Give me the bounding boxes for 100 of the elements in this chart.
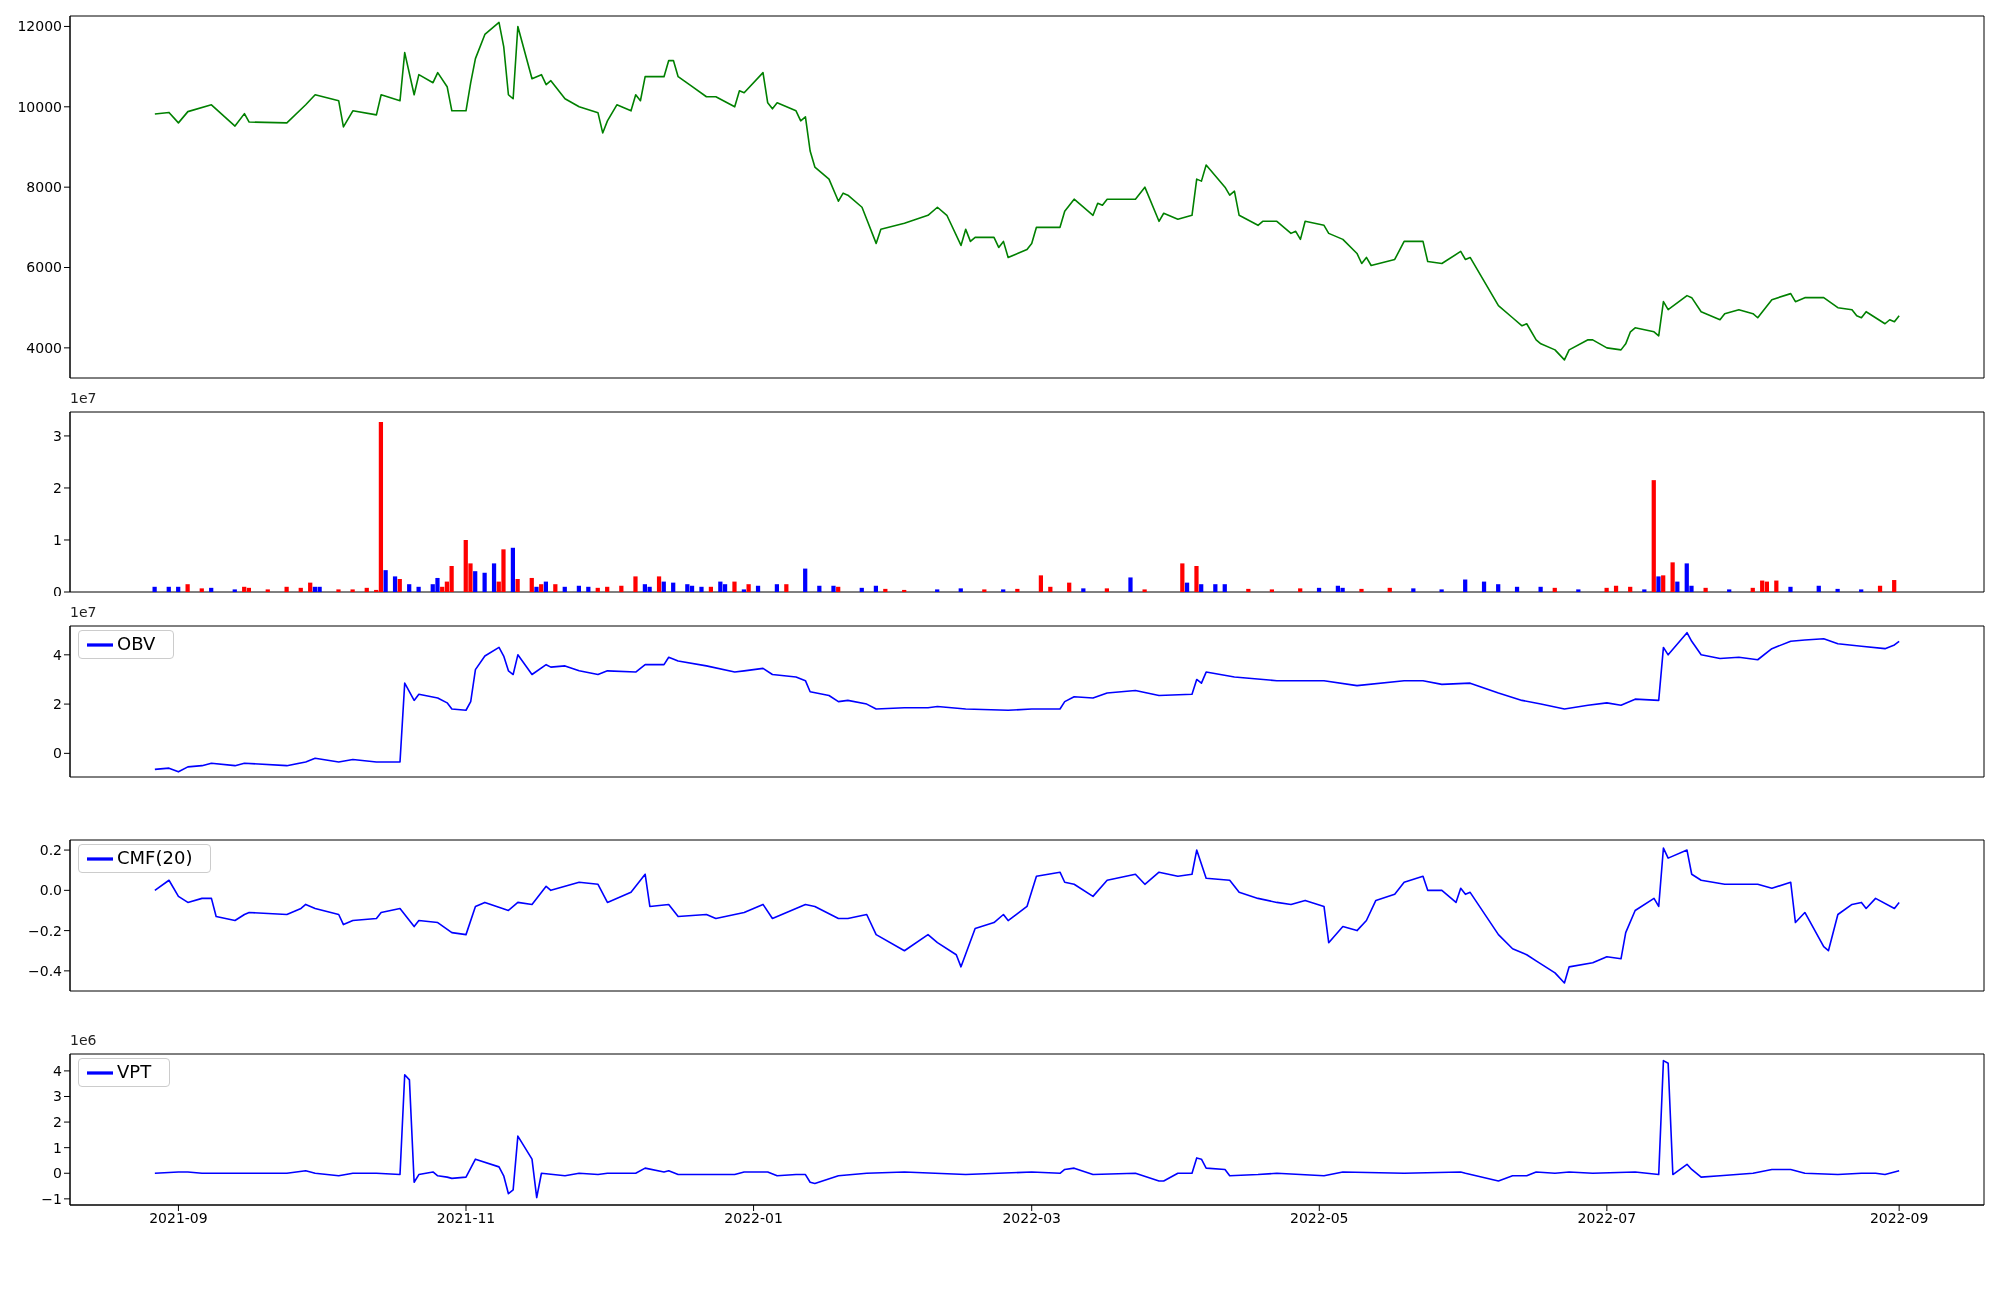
bar xyxy=(656,576,662,592)
bar xyxy=(671,582,676,592)
bar xyxy=(699,586,704,592)
bar xyxy=(1661,575,1666,592)
bar xyxy=(586,586,591,592)
bar xyxy=(1760,580,1765,592)
bar xyxy=(883,588,888,592)
y-tick-label: 8000 xyxy=(26,179,62,196)
bar xyxy=(1246,588,1251,592)
x-tick-label: 2022-07 xyxy=(1577,1209,1637,1226)
x-tick-label: 2022-01 xyxy=(724,1209,783,1226)
bar xyxy=(166,586,171,592)
bar xyxy=(1816,585,1821,592)
bar xyxy=(1128,577,1133,592)
bar xyxy=(685,584,690,592)
x-tick-label: 2022-05 xyxy=(1290,1209,1349,1226)
y-tick-label: 12000 xyxy=(17,18,62,35)
bar xyxy=(605,586,610,592)
y-tick-label: −0.2 xyxy=(28,922,62,939)
y-tick-label: 0 xyxy=(53,1165,62,1182)
bar xyxy=(1439,589,1444,592)
bar xyxy=(708,586,714,592)
bar xyxy=(1628,586,1633,592)
bar xyxy=(1670,562,1675,592)
x-tick-label: 2021-11 xyxy=(436,1209,496,1226)
y-tick-label: 4000 xyxy=(26,339,62,356)
bar xyxy=(1015,588,1020,592)
bar xyxy=(1892,580,1897,592)
y-tick-label: 3 xyxy=(53,1088,62,1105)
bar xyxy=(501,549,506,592)
bar xyxy=(1727,589,1732,592)
y-tick-label: 6000 xyxy=(26,259,62,276)
bar xyxy=(817,585,822,592)
bar xyxy=(336,589,341,592)
x-tick-label: 2022-09 xyxy=(1869,1209,1929,1226)
bar xyxy=(543,581,549,592)
bar xyxy=(1335,585,1341,592)
legend-label: VPT xyxy=(117,1061,152,1082)
bar xyxy=(562,586,567,592)
bar xyxy=(1269,589,1275,592)
bar xyxy=(199,588,204,592)
bar xyxy=(619,585,624,592)
bar xyxy=(774,584,780,592)
bar xyxy=(392,576,398,592)
x-tick-label: 2022-03 xyxy=(1002,1209,1061,1226)
bar xyxy=(176,586,181,592)
x-tick-label: 2021-09 xyxy=(149,1209,208,1226)
bar xyxy=(407,584,412,592)
bar xyxy=(1656,576,1661,592)
bar xyxy=(1222,584,1227,592)
bar xyxy=(378,421,384,592)
bar xyxy=(755,585,761,592)
y-tick-label: 1 xyxy=(53,531,62,548)
bar xyxy=(1481,581,1487,592)
bar xyxy=(1576,589,1581,592)
y-tick-label: 3 xyxy=(53,427,62,444)
text: 1e7 xyxy=(70,390,97,406)
bar xyxy=(510,547,516,592)
bar xyxy=(1184,582,1190,592)
bar xyxy=(633,576,638,592)
bar xyxy=(242,586,247,592)
y-tick-label: 2 xyxy=(53,479,62,496)
y-tick-label: 1 xyxy=(53,1139,62,1156)
y-tick-label: 2 xyxy=(53,696,62,713)
legend-label: CMF(20) xyxy=(117,847,193,868)
legend-label: OBV xyxy=(117,633,156,654)
bar xyxy=(1877,585,1883,592)
bar xyxy=(1411,588,1416,592)
bar xyxy=(515,578,520,592)
bar xyxy=(732,581,737,592)
bar xyxy=(935,589,940,592)
bar xyxy=(746,584,751,592)
bar xyxy=(1651,480,1656,592)
y-tick-label: 4 xyxy=(53,1062,63,1079)
bar xyxy=(383,570,388,592)
y-tick-label: 4 xyxy=(53,646,63,663)
bar xyxy=(1104,588,1110,592)
y-tick-label: 0.0 xyxy=(39,882,62,899)
bar xyxy=(1194,565,1199,592)
y-tick-label: 0 xyxy=(53,745,62,762)
text: 1e7 xyxy=(70,604,97,620)
line-series xyxy=(154,631,1900,773)
bar xyxy=(491,563,497,592)
bar xyxy=(232,589,237,592)
bar xyxy=(1675,581,1680,592)
bar xyxy=(576,585,582,592)
bar xyxy=(397,578,402,592)
bar xyxy=(722,584,728,592)
bar xyxy=(539,584,544,592)
bar xyxy=(317,586,322,592)
bar xyxy=(661,581,666,592)
bar xyxy=(529,577,534,592)
y-tick-label: −0.4 xyxy=(28,962,63,979)
bar xyxy=(265,589,270,592)
bar xyxy=(1048,586,1053,592)
bar xyxy=(1642,589,1647,592)
bar xyxy=(1001,589,1006,592)
bar xyxy=(534,586,539,592)
bar xyxy=(1463,579,1468,592)
bar xyxy=(308,582,313,592)
